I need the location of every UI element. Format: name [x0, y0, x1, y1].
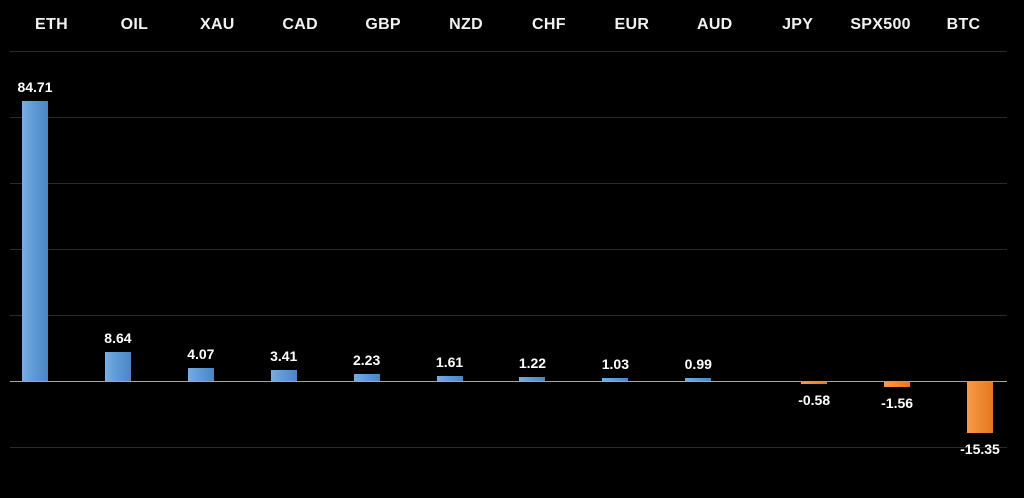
gridline: [10, 117, 1007, 118]
value-label: 1.22: [518, 354, 547, 371]
value-label: 0.99: [684, 355, 712, 372]
category-label: OIL: [120, 16, 149, 33]
category-label: SPX500: [850, 16, 911, 33]
value-label: 3.41: [270, 347, 298, 364]
value-label: -15.35: [960, 440, 1000, 457]
category-label: ETH: [35, 16, 68, 33]
category-label: CHF: [532, 16, 566, 33]
positive-bar-aud: [685, 377, 712, 381]
positive-bar-nzd: [436, 375, 463, 381]
positive-bar-eth: [22, 101, 48, 381]
negative-bar-spx500: [884, 382, 911, 388]
positive-bar-eur: [602, 377, 629, 381]
category-label: JPY: [782, 16, 814, 33]
positive-bar-cad: [270, 369, 297, 381]
positive-bar-gbp: [353, 373, 380, 381]
category-label: BTC: [946, 16, 981, 33]
value-label: 2.23: [353, 351, 381, 368]
gridline: [10, 249, 1007, 250]
positive-bar-oil: [104, 352, 131, 381]
value-label: 4.07: [187, 345, 215, 362]
negative-bar-jpy: [801, 382, 828, 384]
negative-bar-btc: [967, 382, 993, 433]
positive-bar-xau: [187, 367, 214, 381]
category-label: NZD: [449, 16, 483, 33]
value-label: 1.61: [435, 353, 464, 370]
category-label: GBP: [365, 16, 401, 33]
value-label: 8.64: [104, 330, 132, 347]
value-label: -0.58: [798, 392, 831, 408]
category-label: EUR: [614, 16, 650, 33]
value-label: -1.56: [881, 395, 914, 412]
positive-bar-chf: [519, 376, 546, 381]
zero-baseline: [10, 381, 1007, 382]
gridline: [10, 447, 1007, 448]
gridline: [10, 315, 1007, 316]
category-label: XAU: [199, 16, 235, 33]
gridline: [10, 51, 1007, 52]
category-label: CAD: [282, 16, 318, 33]
category-label: AUD: [696, 16, 733, 33]
value-label: 1.03: [601, 355, 629, 372]
gridline: [10, 183, 1007, 184]
value-label: 84.71: [17, 79, 53, 96]
